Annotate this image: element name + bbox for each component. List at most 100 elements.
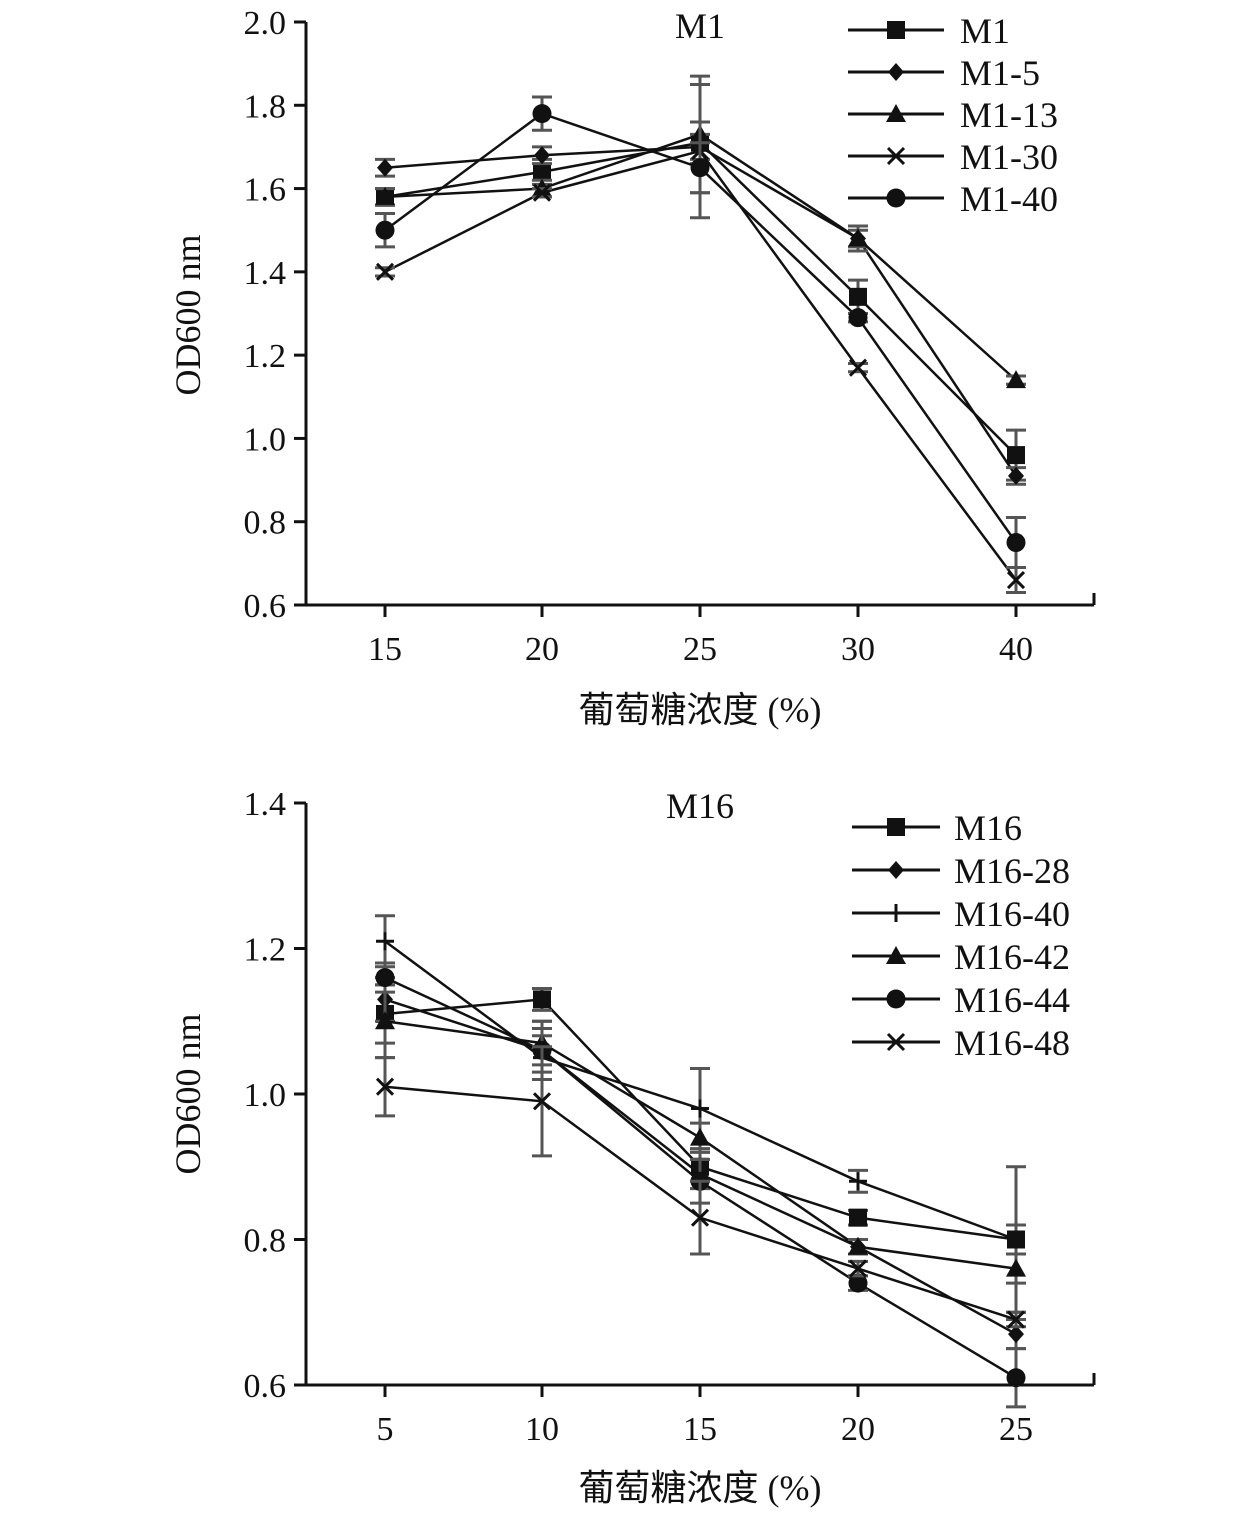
legend-entry: M16-42 (852, 937, 1070, 977)
data-point (848, 228, 868, 247)
legend-marker (886, 1032, 906, 1052)
data-point (849, 287, 867, 306)
series-M1-40 (375, 95, 1026, 570)
legend-entry: M16-48 (852, 1023, 1070, 1063)
data-point (848, 358, 868, 377)
data-point (532, 183, 552, 202)
legend-entry: M1-30 (848, 137, 1058, 177)
legend-marker (887, 904, 905, 922)
legend-label: M16-40 (954, 894, 1070, 934)
legend-marker (886, 146, 906, 166)
x-tick-label: 30 (841, 631, 875, 668)
y-tick-label: 0.8 (244, 1223, 287, 1260)
chart-m1: M1 OD600 nm 葡萄糖浓度 (%) 0.6 0.8 1.0 1.2 1.4 1.6… (168, 5, 1096, 730)
data-point (1006, 570, 1026, 590)
legend-label: M1-13 (960, 95, 1058, 135)
data-point (533, 162, 551, 181)
y-tick-label: 1.4 (244, 786, 287, 823)
legend-entry: M1-40 (848, 179, 1058, 219)
legend-label: M16-48 (954, 1023, 1070, 1063)
data-point (533, 990, 551, 1009)
data-point (534, 146, 550, 165)
legend-marker (887, 21, 905, 39)
legend-label: M1-40 (960, 179, 1058, 219)
legend-label: M1-30 (960, 137, 1058, 177)
data-point (376, 932, 394, 951)
x-tick-label: 20 (841, 1411, 875, 1448)
data-point (849, 1208, 867, 1227)
legend-label: M16-42 (954, 937, 1070, 977)
data-point (848, 1236, 868, 1255)
data-point (1006, 533, 1026, 553)
data-point (691, 1099, 709, 1118)
data-point (1006, 1368, 1026, 1388)
data-point (1006, 1310, 1026, 1329)
y-tick-label: 1.0 (244, 1077, 287, 1114)
data-point (690, 1208, 710, 1227)
legend-label: M16-28 (954, 851, 1070, 891)
legend-marker (886, 104, 906, 122)
data-point (375, 186, 395, 205)
y-tick-label: 1.2 (244, 932, 287, 969)
data-point (1006, 1258, 1026, 1277)
legend-label: M1 (960, 11, 1010, 51)
data-point (375, 968, 395, 988)
legend-entry: M16-40 (852, 894, 1070, 934)
y-tick-label: 0.6 (244, 1368, 287, 1405)
x-tick-label: 15 (683, 1411, 717, 1448)
y-tick-label: 1.4 (244, 255, 287, 292)
chart-title: M1 (675, 6, 725, 46)
data-point (848, 1259, 868, 1278)
legend-entry: M16-28 (852, 851, 1070, 891)
data-point (848, 308, 868, 328)
y-tick-label: 1.0 (244, 421, 287, 458)
legend-entry: M1-13 (848, 95, 1058, 135)
x-tick-label: 15 (368, 631, 402, 668)
x-tick-label: 5 (377, 1411, 394, 1448)
legend-marker (886, 188, 906, 208)
legend-label: M16-44 (954, 980, 1070, 1020)
series-M16-48 (375, 1045, 1026, 1329)
data-point (375, 1077, 395, 1096)
data-point (375, 1011, 395, 1030)
legend-label: M16 (954, 808, 1022, 848)
y-tick-label: 1.6 (244, 172, 287, 209)
x-tick-label: 25 (683, 631, 717, 668)
legend-marker (888, 861, 904, 879)
data-point (848, 1273, 868, 1293)
legend-entry: M16-44 (852, 980, 1070, 1020)
legend-marker (888, 63, 904, 81)
legend-entry: M1 (848, 11, 1010, 51)
x-tick-label: 20 (525, 631, 559, 668)
data-point (1008, 1325, 1024, 1344)
data-point (690, 1127, 710, 1146)
legend-marker (886, 989, 906, 1009)
chart-m16: M16 OD600 nm 葡萄糖浓度 (%) 0.6 0.8 1.0 1.2 1.4 5 1… (168, 786, 1096, 1508)
y-tick-label: 1.2 (244, 338, 287, 375)
data-point (1006, 370, 1026, 389)
data-point (375, 220, 395, 240)
legend-entry: M1-5 (848, 53, 1040, 93)
y-tick-label: 1.8 (244, 88, 287, 125)
data-point (690, 158, 710, 178)
data-point (1008, 466, 1024, 485)
legend-marker (887, 818, 905, 836)
legend-marker (886, 946, 906, 964)
y-tick-label: 0.6 (244, 588, 287, 625)
x-axis-label: 葡萄糖浓度 (%) (579, 690, 822, 730)
y-tick-label: 2.0 (244, 5, 287, 42)
y-tick-label: 0.8 (244, 505, 287, 542)
y-axis-label: OD600 nm (168, 235, 208, 396)
data-point (532, 104, 552, 124)
data-point (849, 1172, 867, 1191)
x-tick-label: 10 (525, 1411, 559, 1448)
data-point (377, 158, 393, 177)
x-axis-label: 葡萄糖浓度 (%) (579, 1468, 822, 1508)
x-tick-label: 40 (999, 631, 1033, 668)
chart-title: M16 (666, 786, 734, 826)
data-point (1007, 1230, 1025, 1249)
legend-entry: M16 (852, 808, 1022, 848)
legend-label: M1-5 (960, 53, 1040, 93)
data-point (1007, 446, 1025, 465)
